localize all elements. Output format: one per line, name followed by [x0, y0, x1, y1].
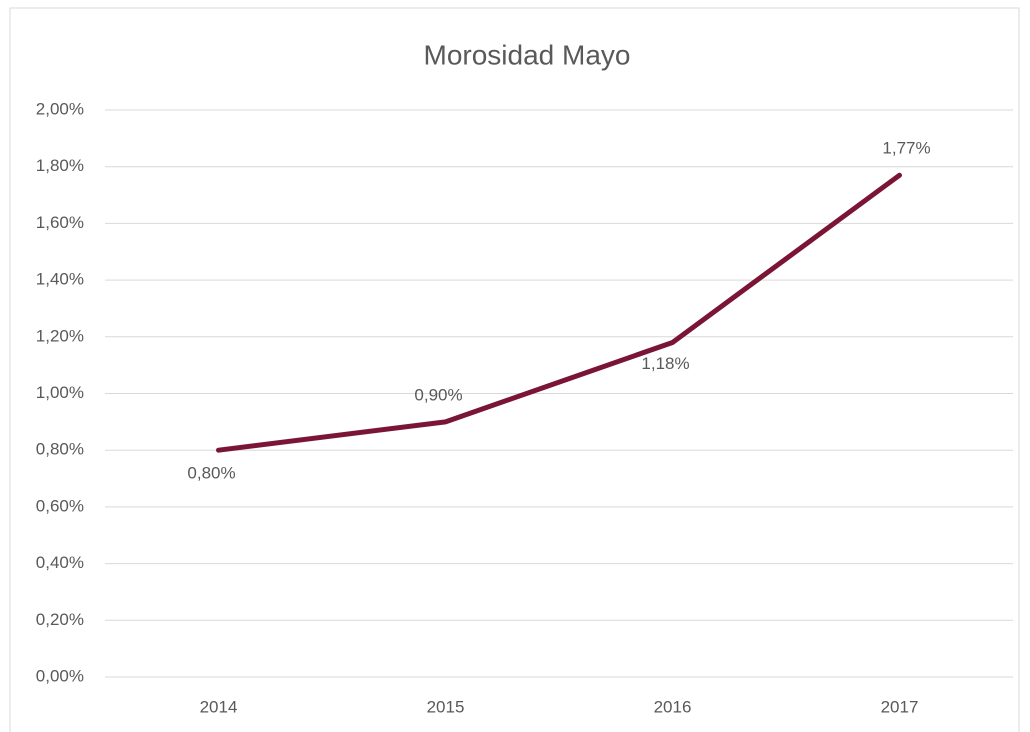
data-label: 1,18%	[641, 354, 689, 373]
y-tick-label: 1,40%	[36, 270, 84, 289]
y-tick-label: 1,80%	[36, 156, 84, 175]
data-label: 0,80%	[187, 464, 235, 483]
y-tick-label: 0,00%	[36, 666, 84, 685]
x-tick-label: 2016	[654, 697, 692, 716]
chart-title: Morosidad Mayo	[424, 39, 631, 70]
y-tick-label: 0,20%	[36, 610, 84, 629]
y-tick-label: 0,80%	[36, 440, 84, 459]
y-tick-label: 0,60%	[36, 496, 84, 515]
y-tick-label: 0,40%	[36, 553, 84, 572]
data-label: 1,77%	[882, 139, 930, 158]
y-tick-label: 1,00%	[36, 383, 84, 402]
chart-border	[9, 7, 1020, 732]
x-tick-label: 2015	[427, 697, 465, 716]
x-tick-label: 2014	[200, 697, 238, 716]
data-label: 0,90%	[414, 385, 462, 404]
y-tick-label: 1,20%	[36, 326, 84, 345]
line	[216, 172, 902, 453]
y-tick-label: 1,60%	[36, 213, 84, 232]
x-tick-label: 2017	[881, 697, 919, 716]
y-tick-label: 2,00%	[36, 99, 84, 118]
